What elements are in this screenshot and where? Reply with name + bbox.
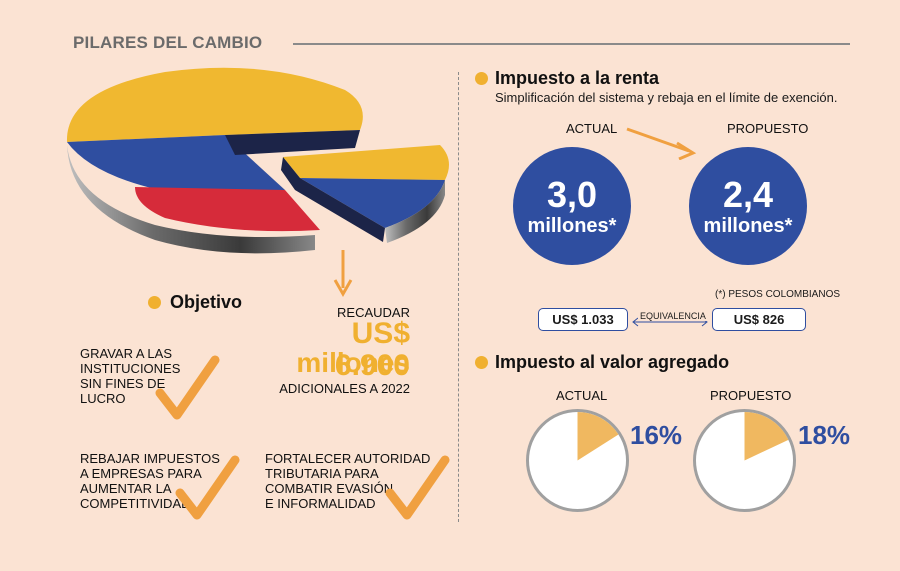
equivalencia-label: EQUIVALENCIA <box>638 311 708 321</box>
bullet-icon <box>475 72 488 85</box>
iva-actual-label: ACTUAL <box>556 388 608 403</box>
checkmark-icon <box>155 355 220 420</box>
recaudar-label: RECAUDAR <box>337 305 410 320</box>
arrow-right-icon <box>626 127 697 160</box>
checkmark-icon <box>175 455 240 520</box>
renta-propuesto-value: 2,4 <box>722 174 774 215</box>
renta-actual-unit: millones* <box>527 215 617 237</box>
objetivo-item-3: FORTALECER AUTORIDAD TRIBUTARIA PARA COM… <box>265 451 431 511</box>
usd-actual-pill: US$ 1.033 <box>538 308 628 331</box>
renta-subtitle: Simplificación del sistema y rebaja en e… <box>495 90 838 105</box>
renta-actual-circle: 3,0 millones* <box>513 147 631 265</box>
usd-propuesto-pill: US$ 826 <box>712 308 806 331</box>
arrow-down-icon <box>333 250 353 298</box>
iva-propuesto-label: PROPUESTO <box>710 388 792 403</box>
objetivo-heading: Objetivo <box>170 292 243 312</box>
recaudar-unit: millones <box>296 347 410 378</box>
bullet-icon <box>475 356 488 369</box>
objetivo-item-1: GRAVAR A LAS INSTITUCIONES SIN FINES DE … <box>80 346 181 406</box>
iva-heading: Impuesto al valor agregado <box>495 352 730 372</box>
iva-propuesto-pct: 18% <box>798 420 851 450</box>
iva-actual-pie <box>526 409 629 512</box>
renta-propuesto-circle: 2,4 millones* <box>689 147 807 265</box>
title-rule <box>293 43 850 45</box>
recaudar-suffix: ADICIONALES A 2022 <box>279 381 410 396</box>
renta-note: (*) PESOS COLOMBIANOS <box>715 289 841 300</box>
section-divider <box>458 72 459 522</box>
page-title: PILARES DEL CAMBIO <box>73 33 263 52</box>
objetivo-item-2: REBAJAR IMPUESTOS A EMPRESAS PARA AUMENT… <box>80 451 220 511</box>
bullet-icon <box>148 296 161 309</box>
recaudar-amount: US$ 6.900 <box>334 317 410 382</box>
flag-pie-illustration <box>66 67 449 254</box>
iva-actual-pct: 16% <box>630 420 683 450</box>
renta-heading: Impuesto a la renta <box>495 68 660 88</box>
renta-propuesto-unit: millones* <box>703 215 793 237</box>
renta-actual-value: 3,0 <box>546 174 598 215</box>
renta-actual-label: ACTUAL <box>566 121 618 136</box>
renta-propuesto-label: PROPUESTO <box>727 121 809 136</box>
checkmark-icon <box>385 455 450 520</box>
iva-propuesto-pie <box>693 409 796 512</box>
